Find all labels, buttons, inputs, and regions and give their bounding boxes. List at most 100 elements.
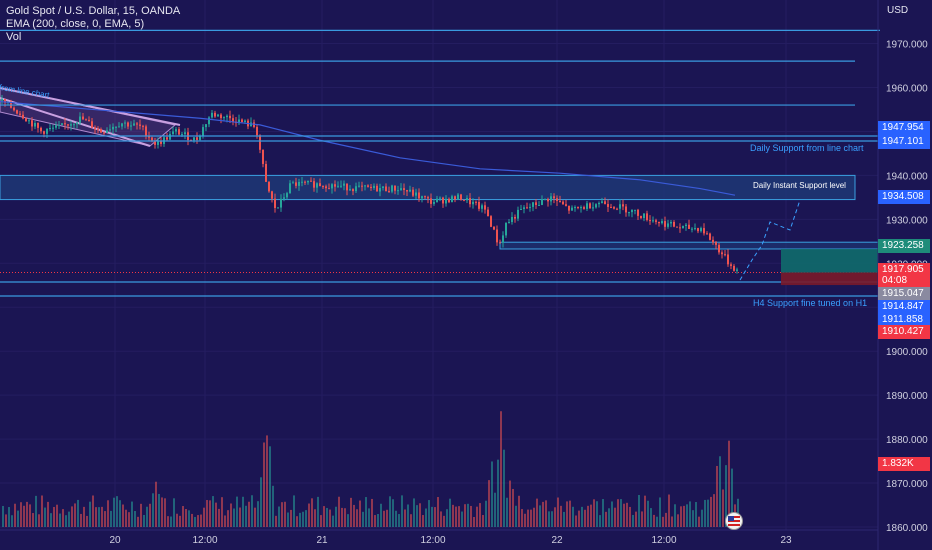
volume-bar bbox=[320, 515, 322, 527]
candle-body bbox=[655, 220, 657, 222]
volume-bar bbox=[440, 511, 442, 527]
volume-bar bbox=[254, 507, 256, 527]
candle-body bbox=[211, 112, 213, 118]
candle-body bbox=[52, 127, 54, 129]
volume-tag[interactable]: 1.832K bbox=[878, 457, 930, 471]
volume-bar bbox=[20, 502, 22, 527]
volume-bar bbox=[347, 514, 349, 527]
y-tick-label: 1940.000 bbox=[886, 171, 928, 182]
volume-bar bbox=[80, 513, 82, 527]
volume-bar bbox=[536, 498, 538, 527]
volume-bar bbox=[482, 515, 484, 527]
price-tag[interactable]: 1923.258 bbox=[878, 239, 930, 253]
volume-bar bbox=[431, 506, 433, 527]
candle-body bbox=[100, 129, 102, 133]
candle-body bbox=[352, 189, 354, 192]
price-tag[interactable]: 1910.427 bbox=[878, 325, 930, 339]
candle-body bbox=[673, 221, 675, 227]
candle-body bbox=[577, 207, 579, 209]
daily-instant-support-label[interactable]: Daily Instant Support level bbox=[753, 181, 846, 190]
candle-body bbox=[319, 183, 321, 187]
candle-body bbox=[199, 136, 201, 140]
candle-body bbox=[490, 216, 492, 227]
volume-bar bbox=[287, 512, 289, 527]
candle-body bbox=[391, 185, 393, 192]
volume-bar bbox=[608, 508, 610, 527]
candle-body bbox=[169, 133, 171, 140]
candle-body bbox=[529, 206, 531, 208]
candle-body bbox=[403, 188, 405, 191]
candle-body bbox=[202, 127, 204, 137]
volume-bar bbox=[683, 505, 685, 527]
volume-bar bbox=[668, 494, 670, 527]
h4-support-label[interactable]: H4 Support fine tuned on H1 bbox=[753, 298, 868, 308]
candle-body bbox=[244, 120, 246, 122]
candle-body bbox=[208, 117, 210, 125]
volume-bar bbox=[83, 506, 85, 527]
y-tick-label: 1970.000 bbox=[886, 40, 928, 51]
ema-indicator-label[interactable]: EMA (200, close, 0, EMA, 5) bbox=[6, 18, 145, 30]
us-flag-icon[interactable] bbox=[725, 512, 743, 530]
volume-bar bbox=[731, 468, 733, 527]
x-tick-label: 21 bbox=[316, 535, 328, 546]
volume-bar bbox=[257, 501, 259, 527]
volume-bar bbox=[44, 507, 46, 527]
volume-bar bbox=[425, 508, 427, 527]
volume-bar bbox=[671, 516, 673, 527]
volume-bar bbox=[647, 500, 649, 527]
volume-bar bbox=[473, 516, 475, 527]
volume-bar bbox=[599, 515, 601, 527]
candle-body bbox=[427, 197, 429, 199]
candle-body bbox=[379, 188, 381, 192]
candle-body bbox=[622, 204, 624, 207]
volume-indicator-label[interactable]: Vol bbox=[6, 31, 22, 43]
volume-bar bbox=[47, 501, 49, 527]
price-tag[interactable]: 1947.101 bbox=[878, 135, 930, 149]
price-tag[interactable]: 1917.905 bbox=[878, 263, 930, 277]
candle-body bbox=[400, 188, 402, 191]
candle-body bbox=[703, 228, 705, 234]
candle-body bbox=[355, 186, 357, 192]
candle-body bbox=[679, 227, 681, 229]
symbol-title[interactable]: Gold Spot / U.S. Dollar, 15, OANDA bbox=[6, 5, 181, 17]
volume-bar bbox=[716, 465, 718, 527]
y-tick-label: 1900.000 bbox=[886, 347, 928, 358]
volume-bar bbox=[407, 504, 409, 527]
volume-bar bbox=[89, 501, 91, 527]
candle-body bbox=[526, 207, 528, 209]
volume-bar bbox=[314, 509, 316, 527]
candle-body bbox=[574, 207, 576, 209]
candle-body bbox=[511, 216, 513, 223]
candle-body bbox=[481, 205, 483, 209]
volume-bar bbox=[218, 508, 220, 527]
candle-body bbox=[172, 131, 174, 134]
daily-support-label[interactable]: Daily Support from line chart bbox=[750, 143, 864, 153]
candle-body bbox=[565, 204, 567, 206]
price-tag[interactable]: 1914.847 bbox=[878, 300, 930, 314]
volume-bar bbox=[617, 499, 619, 527]
price-tag[interactable]: 1911.858 bbox=[878, 313, 930, 327]
volume-bar bbox=[548, 511, 550, 527]
volume-bar bbox=[62, 509, 64, 527]
candle-body bbox=[406, 190, 408, 192]
volume-bar bbox=[230, 503, 232, 527]
candle-body bbox=[76, 122, 78, 125]
volume-bar bbox=[221, 497, 223, 527]
volume-bar bbox=[236, 496, 238, 527]
candle-body bbox=[610, 206, 612, 208]
price-tag[interactable]: 1934.508 bbox=[878, 190, 930, 204]
volume-bar bbox=[509, 480, 511, 527]
candle-body bbox=[43, 131, 45, 134]
candle-body bbox=[646, 213, 648, 221]
candle-body bbox=[415, 192, 417, 196]
volume-bar bbox=[719, 456, 721, 527]
price-tag[interactable]: 1915.047 bbox=[878, 287, 930, 301]
candle-body bbox=[82, 116, 84, 120]
candle-body bbox=[241, 119, 243, 122]
price-tag[interactable]: 1947.954 bbox=[878, 121, 930, 135]
candle-body bbox=[457, 194, 459, 200]
candle-body bbox=[214, 112, 216, 117]
candle-body bbox=[394, 185, 396, 191]
candle-body bbox=[412, 189, 414, 196]
